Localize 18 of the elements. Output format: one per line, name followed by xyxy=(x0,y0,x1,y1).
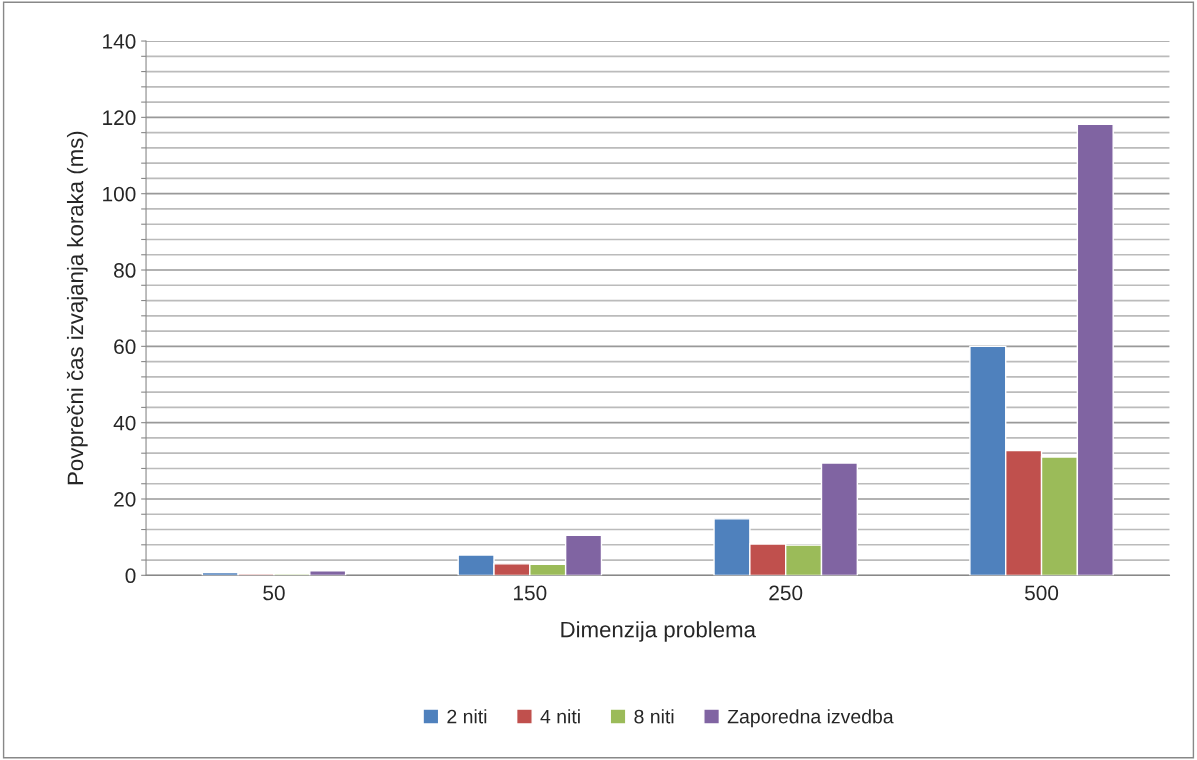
y-axis-title: Povprečni čas izvajanja koraka (ms) xyxy=(66,131,88,485)
y-tick-label: 140 xyxy=(103,34,136,49)
x-axis-title: Dimenzija problema xyxy=(561,621,756,642)
y-tick-label: 40 xyxy=(113,415,136,431)
x-tick-label: 500 xyxy=(1024,585,1059,601)
legend-label: 4 niti xyxy=(540,709,580,724)
x-tick-label: 50 xyxy=(263,585,285,601)
legend-label: 8 niti xyxy=(634,709,674,724)
y-tick-label: 0 xyxy=(125,568,136,584)
y-tick-label: 20 xyxy=(114,492,136,507)
x-tick-label: 150 xyxy=(514,585,547,601)
legend-label: 2 niti xyxy=(447,709,487,724)
legend-label: Zaporedna izvedba xyxy=(727,709,894,728)
y-tick-label: 80 xyxy=(114,263,136,278)
y-tick-label: 120 xyxy=(103,110,136,126)
x-tick-label: 250 xyxy=(769,585,803,601)
y-tick-label: 60 xyxy=(114,339,136,355)
y-tick-label: 100 xyxy=(103,186,136,202)
